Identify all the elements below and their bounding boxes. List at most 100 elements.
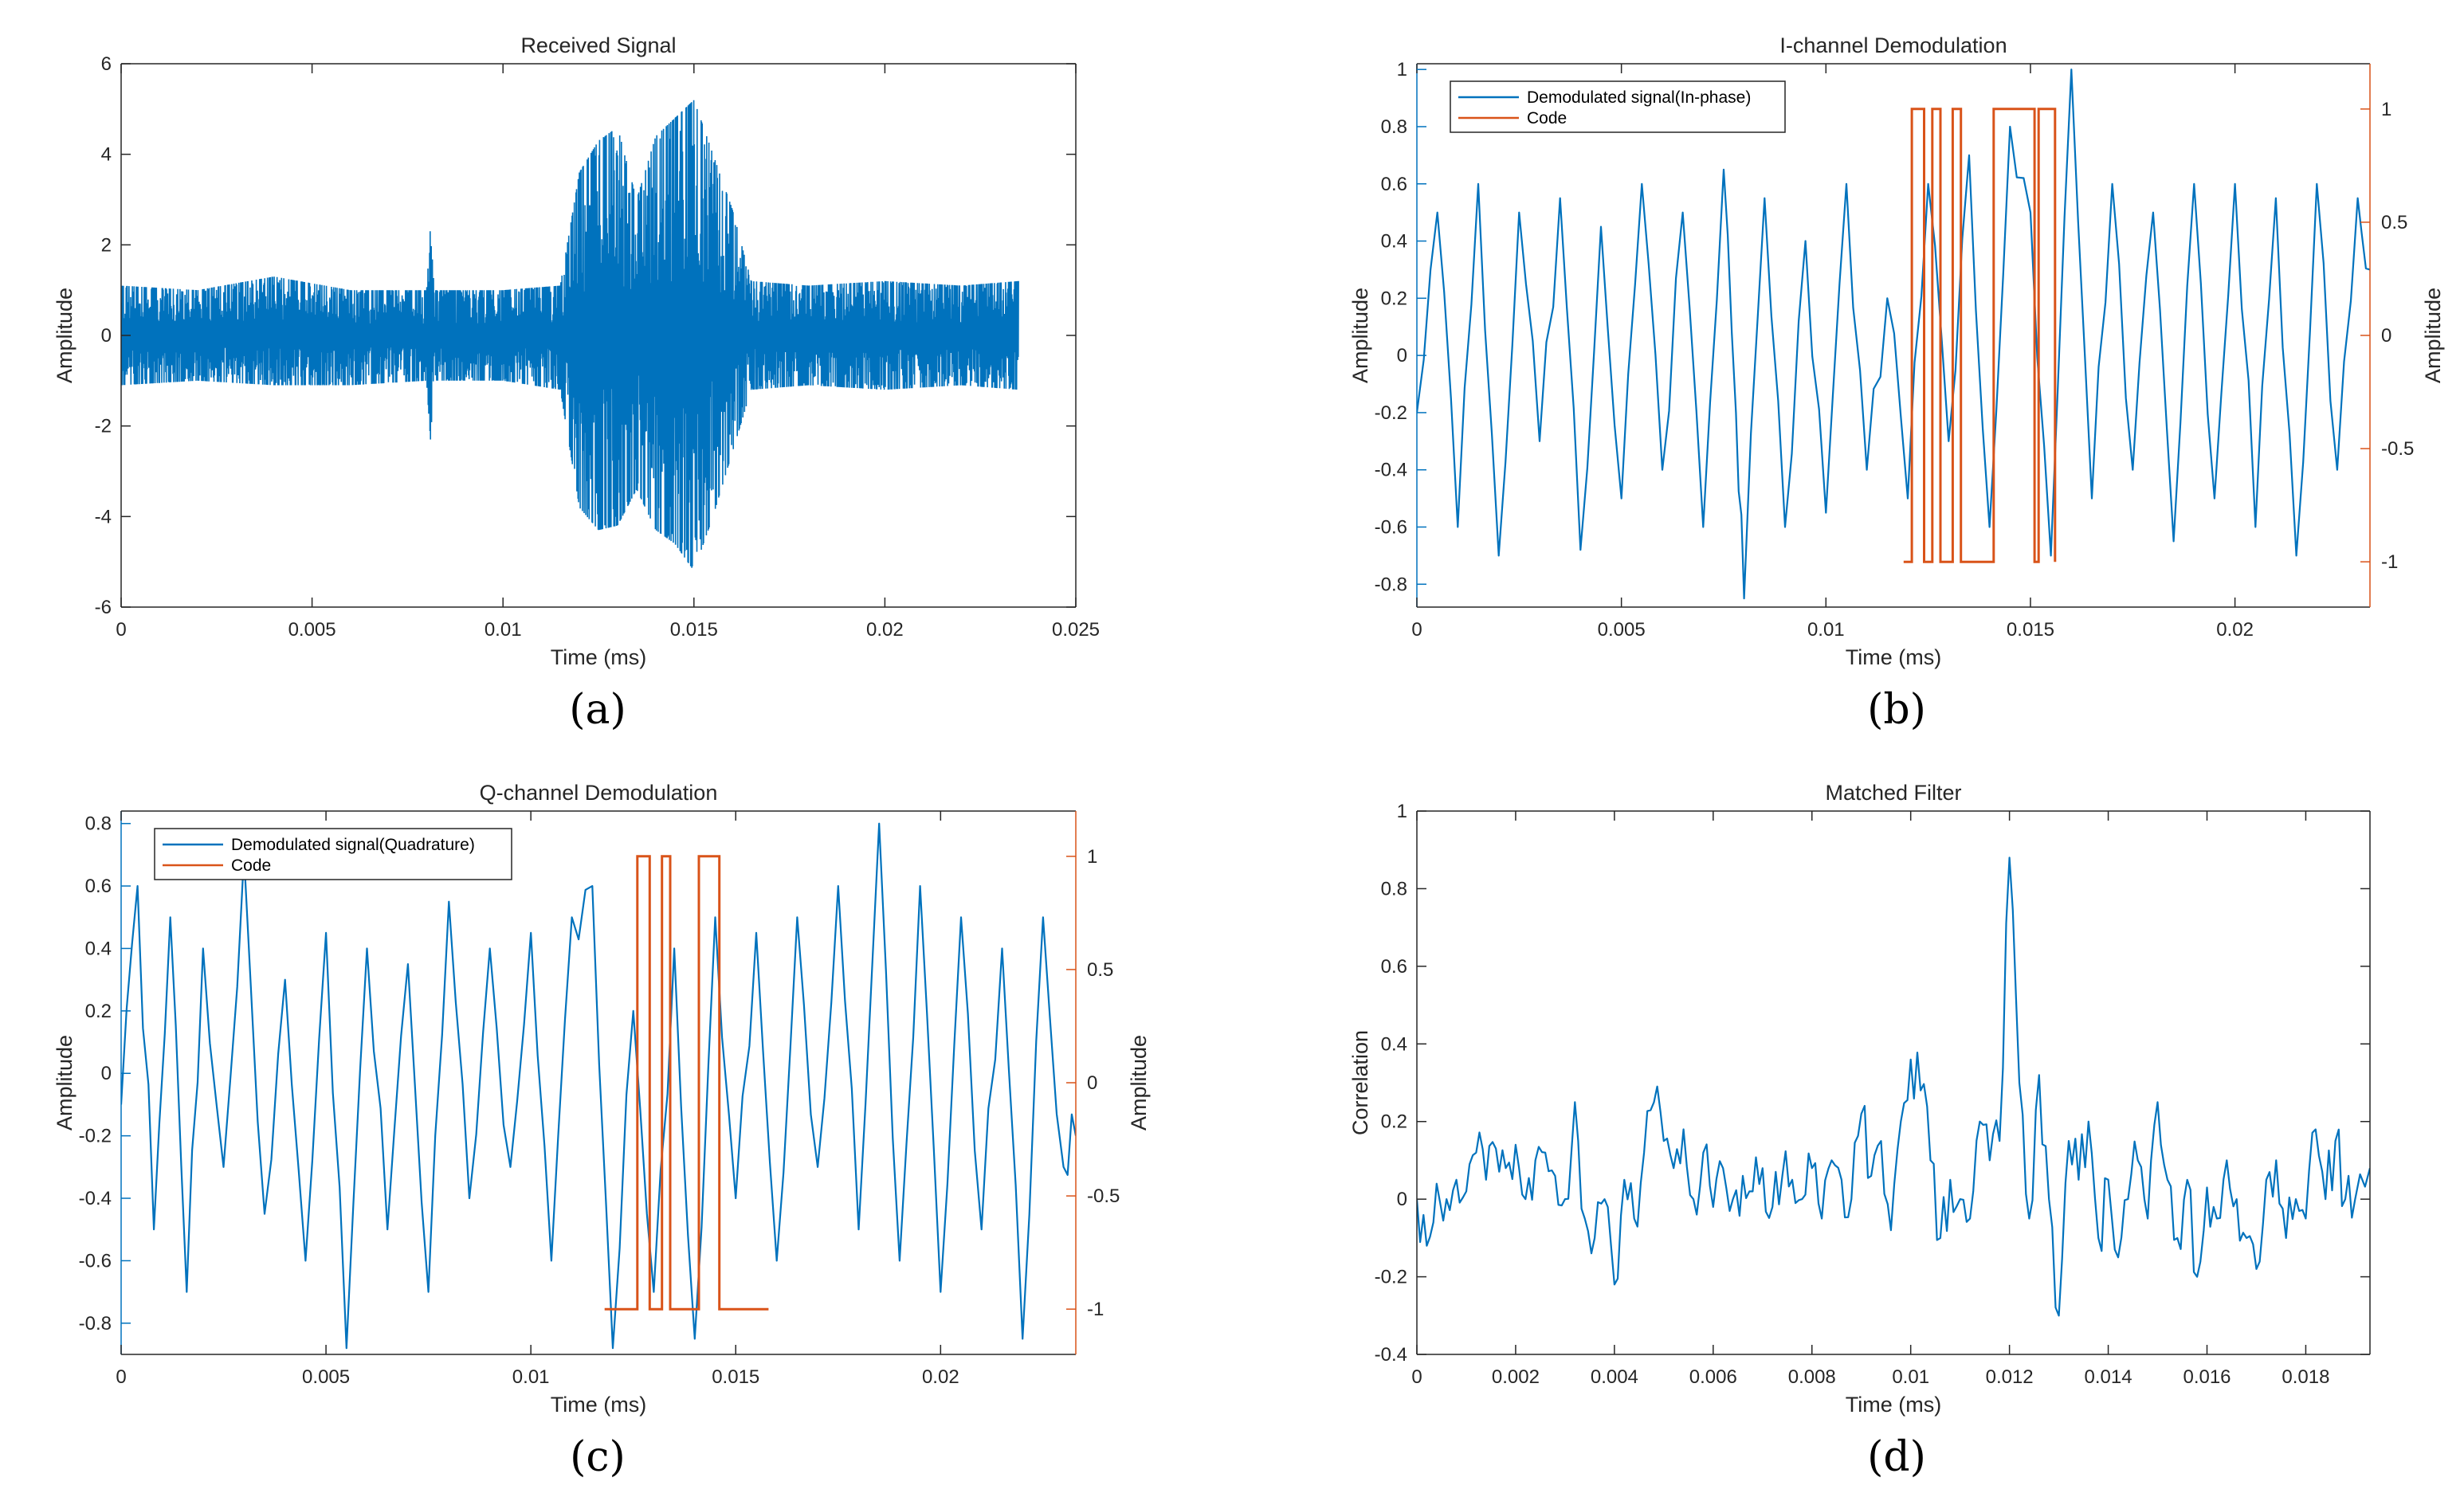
xtick-label-d-8: 0.016 [2183,1366,2231,1388]
ytick-r-label-c-1: -0.5 [1087,1186,1120,1207]
ylabel-right-c: Amplitude [1127,1035,1151,1131]
plot-content-a [121,100,1019,568]
series-c-1 [604,855,769,1311]
xtick-label-a-1: 0.005 [288,619,336,641]
xtick-label-a-5: 0.025 [1052,619,1100,641]
ytick-r-label-c-4: 1 [1087,846,1097,868]
ytick-label-b-1: -0.6 [1375,516,1407,538]
legend-label-c-1: Code [231,856,271,875]
caption-c: (c) [570,1433,626,1481]
legend-label-b-0: Demodulated signal(In-phase) [1527,88,1751,107]
title-c: Q-channel Demodulation [480,781,718,805]
ytick-label-c-5: 0.2 [85,1001,112,1022]
series-d-0 [1417,856,2370,1317]
xlabel-a: Time (ms) [551,645,646,669]
plot-area-d [1417,811,2370,1354]
ytick-label-c-8: 0.8 [85,813,112,835]
ytick-label-c-7: 0.6 [85,876,112,897]
ylabel-d: Correlation [1348,1030,1372,1135]
ytick-r-label-b-1: -0.5 [2381,438,2414,460]
ytick-label-a-1: -4 [95,506,112,527]
ytick-label-c-6: 0.4 [85,938,112,959]
ytick-label-a-2: -2 [95,416,112,437]
xlabel-d: Time (ms) [1846,1393,1941,1417]
ylabel-c: Amplitude [53,1035,77,1131]
xtick-label-b-1: 0.005 [1598,619,1646,641]
xtick-label-b-3: 0.015 [2007,619,2054,641]
ytick-label-b-3: -0.2 [1375,402,1407,424]
ytick-r-label-c-0: -1 [1087,1299,1104,1320]
ytick-r-label-b-0: -1 [2381,551,2398,573]
caption-d: (d) [1867,1433,1926,1481]
ytick-label-d-4: 0.4 [1381,1033,1407,1055]
ytick-label-d-2: 0 [1397,1189,1407,1210]
ytick-r-label-b-4: 1 [2381,99,2391,120]
ytick-label-a-4: 2 [101,234,112,256]
ytick-r-label-c-3: 0.5 [1087,959,1113,981]
ytick-label-d-5: 0.6 [1381,956,1407,978]
panel-b-i-channel-demodulation: 0 0.005 0.01 0.015 0.02 -0.8 -0.6 -0.4 -0.2 0 0.2 0… [1348,33,2445,669]
ytick-r-label-b-3: 0.5 [2381,212,2407,233]
ytick-label-c-4: 0 [101,1063,112,1084]
ytick-label-d-3: 0.2 [1381,1111,1407,1133]
legend-box-c [154,828,512,880]
ytick-label-a-3: 0 [101,325,112,347]
xtick-label-b-0: 0 [1411,619,1422,641]
ytick-label-b-8: 0.8 [1381,116,1407,138]
panel-c-q-channel-demodulation: 0 0.005 0.01 0.015 0.02 -0.8 -0.6 -0.4 -0.2 0 0.2 0… [53,781,1151,1417]
xtick-label-d-6: 0.012 [1986,1366,2034,1388]
ytick-label-b-6: 0.4 [1381,231,1407,253]
ytick-label-c-2: -0.4 [79,1188,112,1209]
xtick-label-d-2: 0.004 [1591,1366,1638,1388]
legend-box-b [1450,80,1786,133]
xtick-label-b-2: 0.01 [1807,619,1845,641]
ylabel-a: Amplitude [53,288,77,383]
xlabel-b: Time (ms) [1846,645,1941,669]
ytick-r-label-c-2: 0 [1087,1072,1097,1094]
ylabel-b: Amplitude [1348,288,1372,383]
xtick-label-d-3: 0.006 [1689,1366,1737,1388]
ytick-label-b-9: 1 [1397,59,1407,80]
ytick-r-label-b-2: 0 [2381,325,2391,347]
plot-content-b [1417,69,2370,600]
title-a: Received Signal [520,33,676,57]
xtick-label-c-3: 0.015 [712,1366,759,1388]
ytick-label-d-1: -0.2 [1375,1267,1407,1288]
xlabel-c: Time (ms) [551,1393,646,1417]
xtick-label-a-4: 0.02 [866,619,904,641]
xtick-label-c-4: 0.02 [922,1366,959,1388]
plot-area-b [1417,64,2370,607]
xtick-label-c-0: 0 [116,1366,126,1388]
title-d: Matched Filter [1825,781,1961,805]
caption-b: (b) [1867,686,1926,734]
ytick-label-c-0: -0.8 [79,1313,112,1334]
panel-d-matched-filter: 0 0.002 0.004 0.006 0.008 0.01 0.012 0.014 0.016… [1348,781,2371,1417]
panel-a-received-signal: 0 0.005 0.01 0.015 0.02 0.025 -6 -4 -2 0 2 4 6 Receiv… [53,33,1100,669]
series-c-0 [121,822,1076,1350]
xtick-label-d-0: 0 [1411,1366,1422,1388]
ylabel-right-b: Amplitude [2421,288,2445,383]
series-a-0 [121,100,1019,568]
xtick-label-c-2: 0.01 [512,1366,550,1388]
legend-label-c-0: Demodulated signal(Quadrature) [231,836,475,854]
series-b-1 [1903,108,2057,563]
xtick-label-a-0: 0 [116,619,126,641]
ytick-label-a-5: 4 [101,144,112,166]
plot-content-c [121,822,1076,1350]
ytick-label-b-2: -0.4 [1375,460,1407,481]
xtick-label-d-7: 0.014 [2085,1366,2132,1388]
xtick-label-a-3: 0.015 [670,619,718,641]
xtick-label-d-9: 0.018 [2282,1366,2329,1388]
ytick-label-d-6: 0.8 [1381,878,1407,899]
ytick-label-a-6: 6 [101,53,112,75]
ytick-label-c-1: -0.6 [79,1250,112,1272]
ytick-label-b-4: 0 [1397,345,1407,366]
xtick-label-d-5: 0.01 [1892,1366,1929,1388]
legend-label-b-1: Code [1527,109,1567,127]
ytick-label-b-0: -0.8 [1375,574,1407,595]
ytick-label-a-0: -6 [95,597,112,618]
title-b: I-channel Demodulation [1779,33,2007,57]
plot-area-c [121,811,1076,1354]
plot-content-d [1417,856,2370,1317]
